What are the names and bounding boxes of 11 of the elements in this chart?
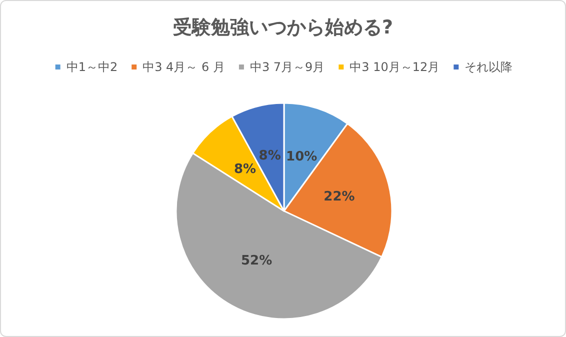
legend-label: 中3 10月～12月 bbox=[350, 60, 440, 74]
legend-label: それ以降 bbox=[464, 60, 513, 74]
legend-label: 中1～中2 bbox=[66, 60, 118, 74]
data-label: 8% bbox=[234, 162, 256, 177]
chart-title: 受験勉強いつから始める? bbox=[172, 16, 394, 38]
data-label: 22% bbox=[324, 189, 355, 204]
data-label: 52% bbox=[240, 253, 272, 268]
legend-label: 中3 7月～9月 bbox=[250, 60, 325, 74]
legend-label: 中3 4月～ 6 月 bbox=[142, 60, 225, 74]
data-label: 10% bbox=[286, 149, 318, 164]
data-label: 8% bbox=[258, 148, 281, 164]
